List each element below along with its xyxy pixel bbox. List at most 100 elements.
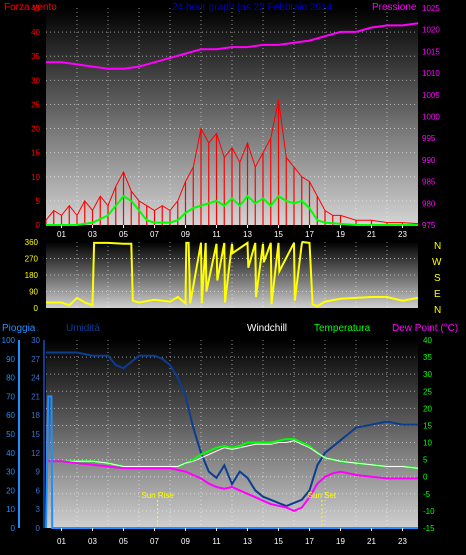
direction-tick-label: 90 [29, 288, 38, 297]
x-tick-label: 07 [150, 537, 159, 546]
wind-tick-label: 0 [36, 221, 41, 230]
pressure-tick-label: 975 [422, 221, 436, 230]
top-grid [46, 8, 418, 225]
wind-tick-label: 30 [31, 76, 40, 85]
x-tick-label: 15 [274, 230, 283, 239]
x-tick-label: 15 [274, 537, 283, 546]
x-tick-label: 01 [57, 537, 66, 546]
wind-tick-label: 15 [31, 149, 40, 158]
top-series [45, 22, 419, 226]
pressure-tick-label: 1000 [422, 113, 440, 122]
x-tick-label: 05 [119, 537, 128, 546]
temperature-tick-label: 25 [423, 387, 432, 396]
humidity-tick-label: 24 [31, 374, 40, 383]
humidity-tick-label: 30 [31, 336, 40, 345]
direction-tick-label: 360 [25, 238, 39, 247]
compass-e: E [434, 289, 441, 300]
pressure-line [46, 22, 419, 70]
x-tick-label: 23 [398, 230, 407, 239]
rain-axis-label: Pioggia [2, 323, 36, 334]
temperature-tick-label: 35 [423, 353, 432, 362]
x-tick-label: 19 [336, 537, 345, 546]
x-tick-label: 13 [243, 537, 252, 546]
x-tick-label: 19 [336, 230, 345, 239]
temperature-tick-label: 5 [423, 456, 428, 465]
x-tick-label: 01 [57, 230, 66, 239]
top-axis: 0510152025303540459759809859909951000100… [31, 4, 440, 239]
direction-tick-label: 180 [25, 271, 39, 280]
direction-tick-label: 0 [34, 304, 39, 313]
pressure-tick-label: 985 [422, 178, 436, 187]
wind-tick-label: 20 [31, 125, 40, 134]
pressure-tick-label: 1005 [422, 91, 440, 100]
wind-tick-label: 35 [31, 52, 40, 61]
compass-n-top: N [434, 241, 441, 252]
humidity-tick-label: 12 [31, 449, 40, 458]
wind-direction-line [46, 240, 419, 308]
humidity-tick-label: 15 [31, 430, 40, 439]
humidity-tick-label: 9 [36, 468, 41, 477]
x-tick-label: 21 [367, 230, 376, 239]
wind-tick-label: 10 [31, 173, 40, 182]
dewpoint-line [46, 460, 418, 512]
x-tick-label: 11 [212, 230, 221, 239]
rain-tick-label: 80 [6, 374, 15, 383]
compass-w: W [432, 257, 442, 268]
rain-tick-label: 20 [6, 486, 15, 495]
temperature-tick-label: 30 [423, 370, 432, 379]
wind-tick-label: 45 [31, 4, 40, 13]
temperature-tick-label: 15 [423, 421, 432, 430]
pressure-tick-label: 1010 [422, 69, 440, 78]
humidity-tick-label: 0 [36, 524, 41, 533]
wind-tick-label: 25 [31, 100, 40, 109]
chart-title: 24 hour graph (as 22 Febbraio 2014 [172, 2, 333, 13]
x-tick-label: 09 [181, 230, 190, 239]
windchill-line [46, 440, 419, 469]
temperature-tick-label: -10 [423, 507, 435, 516]
rain-tick-label: 40 [6, 449, 15, 458]
pressure-tick-label: 1020 [422, 26, 440, 35]
rain-tick-label: 50 [6, 430, 15, 439]
dewpoint-legend: Dew Point (°C) [392, 323, 458, 334]
rain-tick-label: 0 [11, 524, 16, 533]
pressure-tick-label: 995 [422, 134, 436, 143]
humidity-tick-label: 18 [31, 411, 40, 420]
wind-tick-label: 40 [31, 28, 40, 37]
rain-tick-label: 30 [6, 468, 15, 477]
temperature-tick-label: 40 [423, 336, 432, 345]
rain-line [45, 395, 418, 529]
x-tick-label: 13 [243, 230, 252, 239]
x-tick-label: 03 [88, 230, 97, 239]
temperature-tick-label: 10 [423, 439, 432, 448]
temperature-tick-label: -5 [423, 490, 431, 499]
humidity-tick-label: 6 [36, 486, 41, 495]
pressure-tick-label: 1015 [422, 47, 440, 56]
temperature-legend: Temperatura [314, 323, 371, 334]
x-tick-label: 11 [212, 537, 221, 546]
rain-tick-label: 10 [6, 505, 15, 514]
humidity-line [46, 351, 418, 508]
humidity-axis-label: Umidità [66, 323, 100, 334]
compass-s: S [434, 273, 441, 284]
wind-speed-line [45, 99, 419, 225]
rain-tick-label: 60 [6, 411, 15, 420]
humidity-tick-label: 3 [36, 505, 41, 514]
windchill-legend: Windchill [247, 323, 287, 334]
x-tick-label: 05 [119, 230, 128, 239]
temperature-tick-label: 0 [423, 473, 428, 482]
pressure-tick-label: 990 [422, 156, 436, 165]
x-tick-label: 17 [305, 230, 314, 239]
sun-marker-label: Sun Set [308, 491, 337, 500]
compass-n-bottom: N [434, 305, 441, 316]
pressure-axis-label: Pressione [372, 2, 417, 13]
humidity-tick-label: 21 [31, 392, 40, 401]
direction-series [46, 240, 419, 308]
wind-tick-label: 5 [36, 197, 41, 206]
x-tick-label: 17 [305, 537, 314, 546]
wind-average-line [46, 194, 418, 226]
x-tick-label: 07 [150, 230, 159, 239]
x-tick-label: 09 [181, 537, 190, 546]
pressure-tick-label: 980 [422, 199, 436, 208]
temperature-tick-label: 20 [423, 404, 432, 413]
